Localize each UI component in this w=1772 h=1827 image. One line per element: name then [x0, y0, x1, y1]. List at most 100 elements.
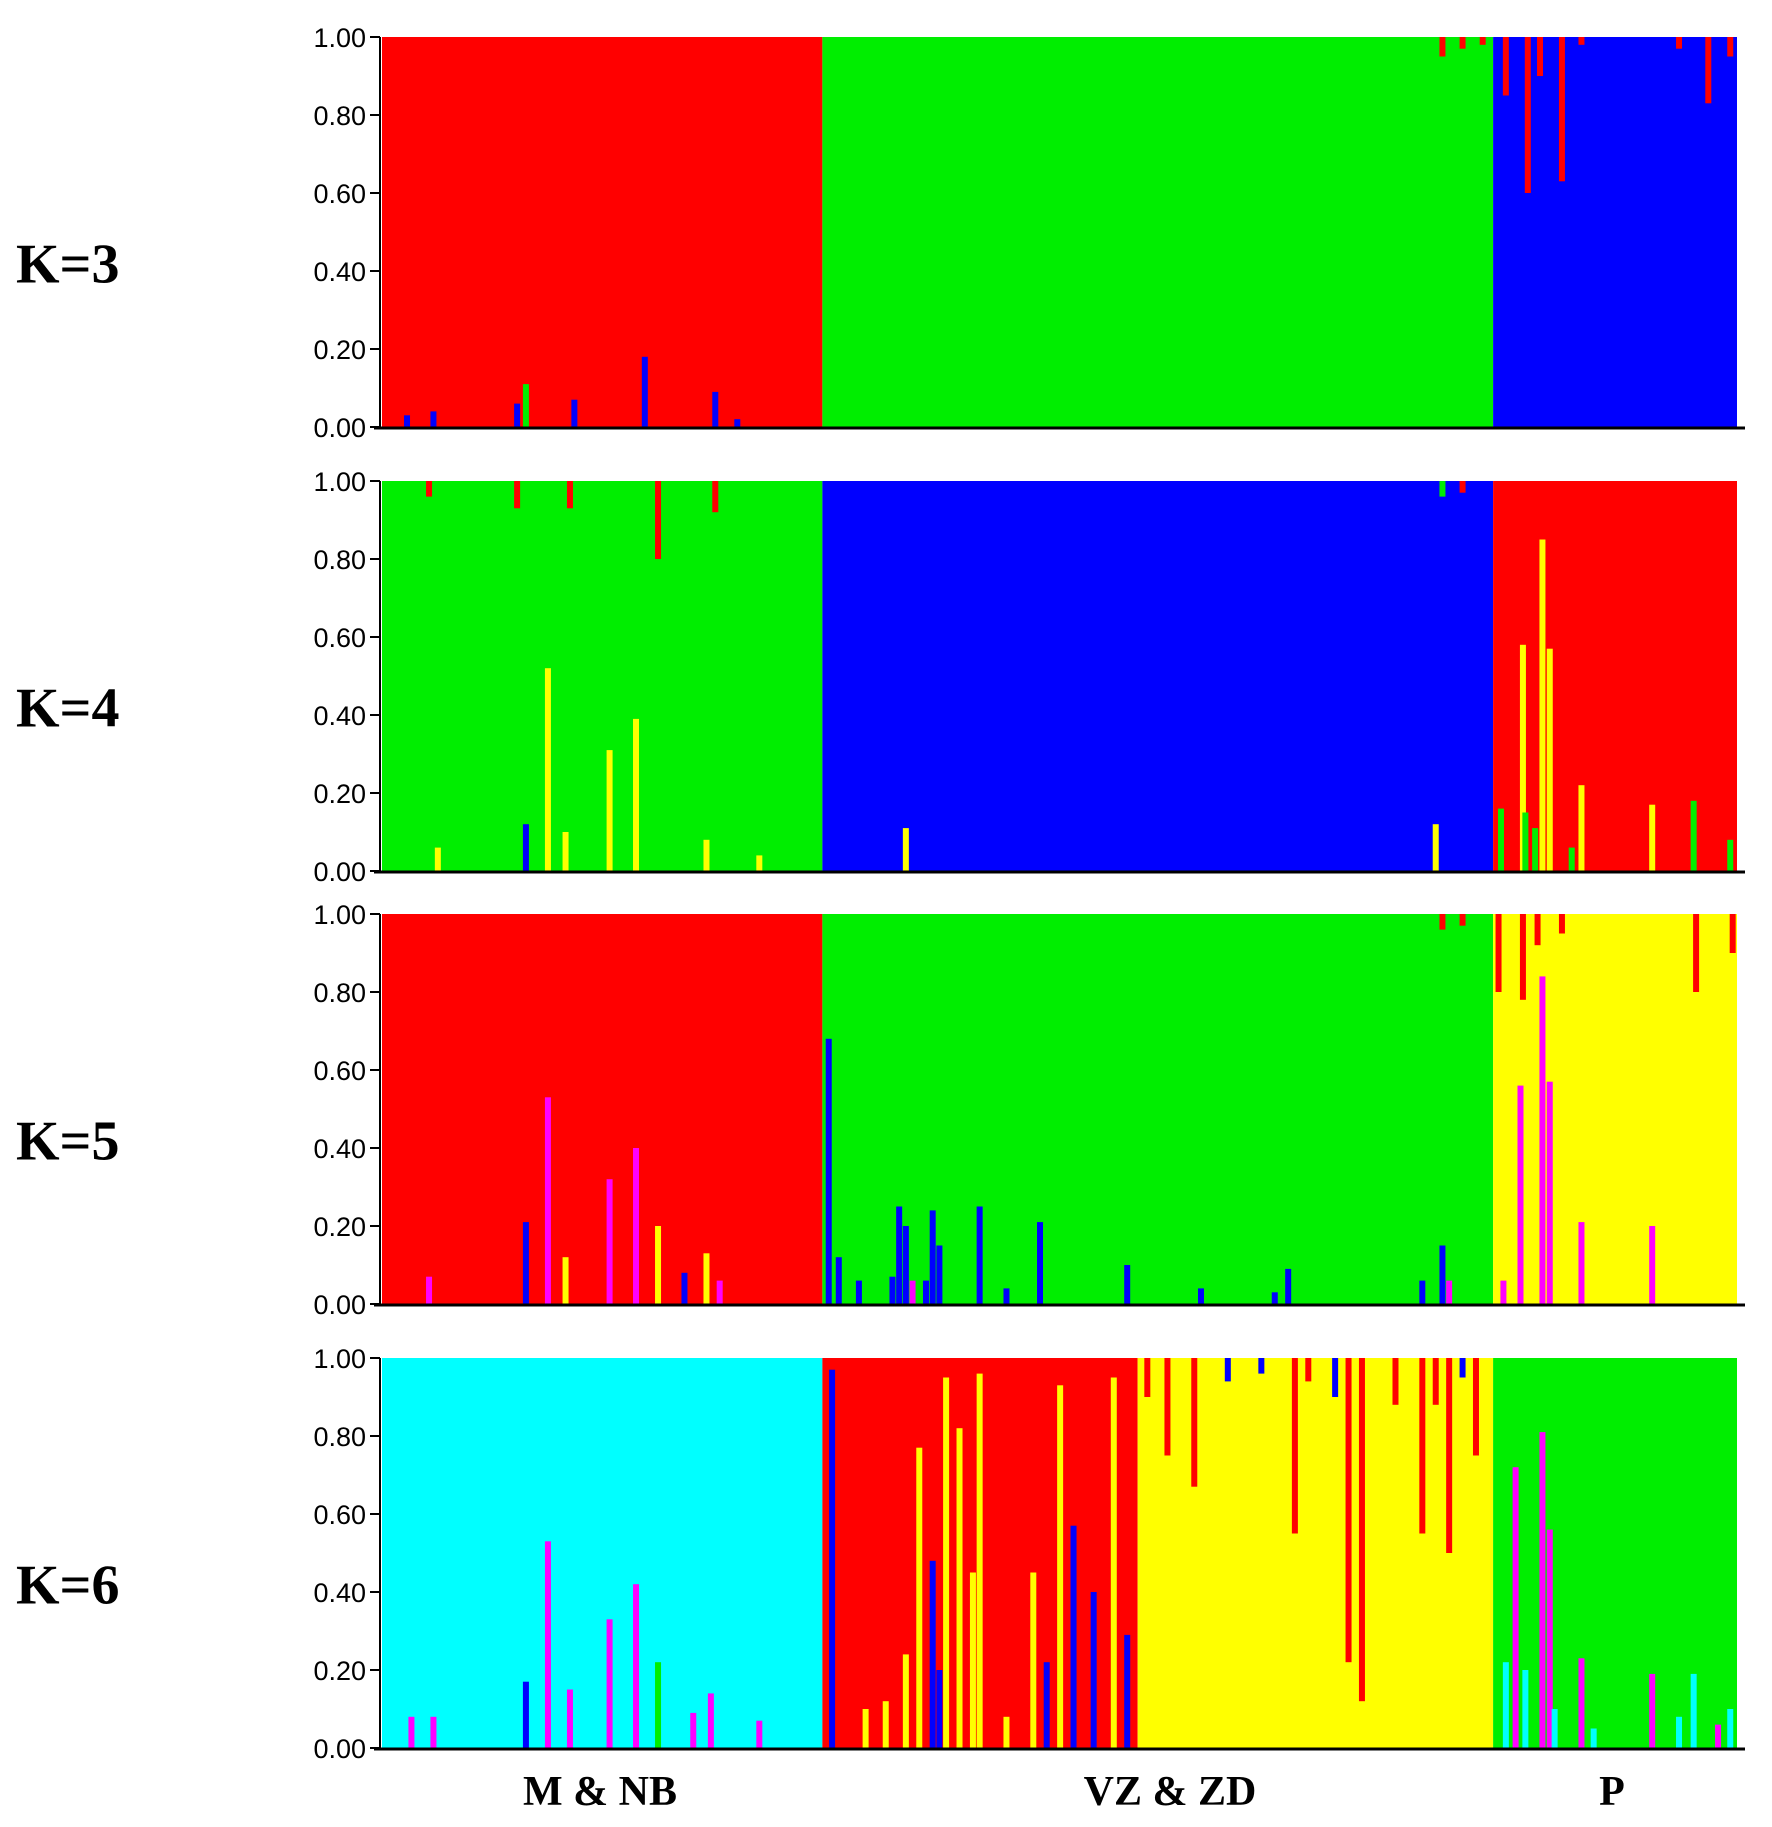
admixture-bar: [703, 839, 710, 871]
y-tick-label: 0.60: [313, 1500, 366, 1530]
admixture-bar: [1693, 914, 1700, 992]
admixture-bar: [1705, 37, 1712, 104]
admixture-bar: [1502, 1662, 1509, 1748]
admixture-bar: [862, 1709, 869, 1748]
admixture-bar: [703, 1253, 710, 1304]
admixture-bar: [1090, 1592, 1097, 1748]
admixture-bar: [712, 481, 719, 513]
cluster-block-red: [382, 37, 823, 427]
admixture-bar: [1522, 1670, 1529, 1748]
admixture-bar: [1419, 1280, 1426, 1304]
admixture-bar: [566, 1689, 573, 1748]
panel-k5: K=5 0.00 0.20 0.40 0.60 0.80 1.00: [16, 900, 1745, 1320]
admixture-bar: [562, 832, 569, 871]
admixture-bar: [1649, 1673, 1656, 1748]
admixture-bar: [1676, 37, 1683, 49]
admixture-bar: [566, 481, 573, 509]
admixture-bar: [976, 1373, 983, 1748]
admixture-bar: [1305, 1358, 1312, 1382]
admixture-bar: [1649, 804, 1656, 871]
admixture-bar: [1519, 644, 1526, 871]
admixture-bar: [1517, 1085, 1524, 1304]
admixture-bar: [902, 1226, 909, 1304]
admixture-bar: [756, 855, 763, 871]
admixture-bar: [681, 1272, 688, 1304]
cluster-block-green: [822, 914, 1494, 1304]
admixture-bar: [1439, 37, 1446, 57]
y-tick-label: 0.40: [313, 1578, 366, 1608]
admixture-bar: [712, 391, 719, 427]
admixture-bar: [1539, 539, 1546, 871]
admixture-bar: [1419, 1358, 1426, 1534]
admixture-bar: [522, 1222, 529, 1304]
admixture-bar: [1459, 1358, 1466, 1378]
admixture-bar: [916, 1447, 923, 1748]
admixture-bar: [522, 1681, 529, 1748]
y-tick-label: 1.00: [313, 900, 366, 930]
admixture-bar: [1124, 1265, 1131, 1304]
admixture-bar: [426, 481, 433, 497]
k-label: K=5: [16, 1111, 119, 1173]
panel-k6: K=6 0.00 0.20 0.40 0.60 0.80 1.00: [16, 1344, 1745, 1764]
admixture-bar: [1539, 1432, 1546, 1748]
admixture-bar: [606, 1179, 613, 1304]
admixture-bar: [1534, 914, 1541, 946]
admixture-bar: [902, 1654, 909, 1748]
y-tick-label: 0.40: [313, 1134, 366, 1164]
admixture-bar: [633, 1584, 640, 1748]
admixture-bar: [1578, 1658, 1585, 1748]
admixture-bar: [756, 1720, 763, 1748]
admixture-bar: [1110, 1377, 1117, 1748]
admixture-bar: [1332, 1358, 1339, 1397]
admixture-bar: [882, 1701, 889, 1748]
admixture-bar: [1568, 847, 1575, 871]
admixture-bar: [1727, 839, 1734, 871]
admixture-bar: [1578, 37, 1585, 45]
admixture-bar: [889, 1276, 896, 1304]
admixture-bar: [430, 1716, 437, 1748]
admixture-bar: [404, 415, 411, 427]
cluster-block-green: [1493, 1358, 1737, 1748]
admixture-bar: [1539, 976, 1546, 1304]
panel-k4: K=4 0.00 0.20 0.40 0.60 0.80 1.00: [16, 467, 1745, 887]
admixture-bar: [544, 1541, 551, 1748]
admixture-bar: [734, 419, 741, 427]
cluster-block-yellow: [1493, 914, 1737, 1304]
admixture-bar: [434, 847, 441, 871]
cluster-block-blue: [1493, 37, 1737, 427]
admixture-bar: [690, 1712, 697, 1748]
admixture-bar: [1446, 1358, 1453, 1553]
admixture-bar: [522, 384, 529, 427]
y-tick-label: 0.40: [313, 701, 366, 731]
admixture-bar: [1537, 37, 1544, 76]
admixture-bar: [1392, 1358, 1399, 1405]
group-labels: M & NB VZ & ZD P: [523, 1769, 1625, 1815]
admixture-bar: [969, 1572, 976, 1748]
k-label: K=4: [16, 678, 119, 740]
admixture-bar: [1551, 1709, 1558, 1748]
y-tick-label: 0.20: [313, 335, 366, 365]
admixture-bar: [825, 1038, 832, 1304]
cluster-block-green: [822, 37, 1494, 427]
admixture-bar: [522, 824, 529, 871]
admixture-bar: [936, 1245, 943, 1304]
admixture-bar: [430, 411, 437, 427]
admixture-bar: [1479, 37, 1486, 45]
admixture-bar: [655, 1226, 662, 1304]
admixture-bar: [1439, 1245, 1446, 1304]
admixture-bar: [1197, 1288, 1204, 1304]
admixture-bar: [1558, 914, 1565, 934]
admixture-bar: [633, 718, 640, 871]
admixture-bar: [1472, 1358, 1479, 1456]
admixture-bar: [1164, 1358, 1171, 1456]
admixture-bar: [1070, 1525, 1077, 1748]
admixture-bar: [1439, 914, 1446, 930]
admixture-bar: [1043, 1662, 1050, 1748]
admixture-bar: [909, 1280, 916, 1304]
admixture-bar: [1500, 1280, 1507, 1304]
admixture-bar: [1578, 785, 1585, 871]
admixture-bar: [1432, 1358, 1439, 1405]
y-tick-label: 0.20: [313, 1656, 366, 1686]
admixture-bar: [1502, 37, 1509, 96]
admixture-bar: [1432, 824, 1439, 871]
